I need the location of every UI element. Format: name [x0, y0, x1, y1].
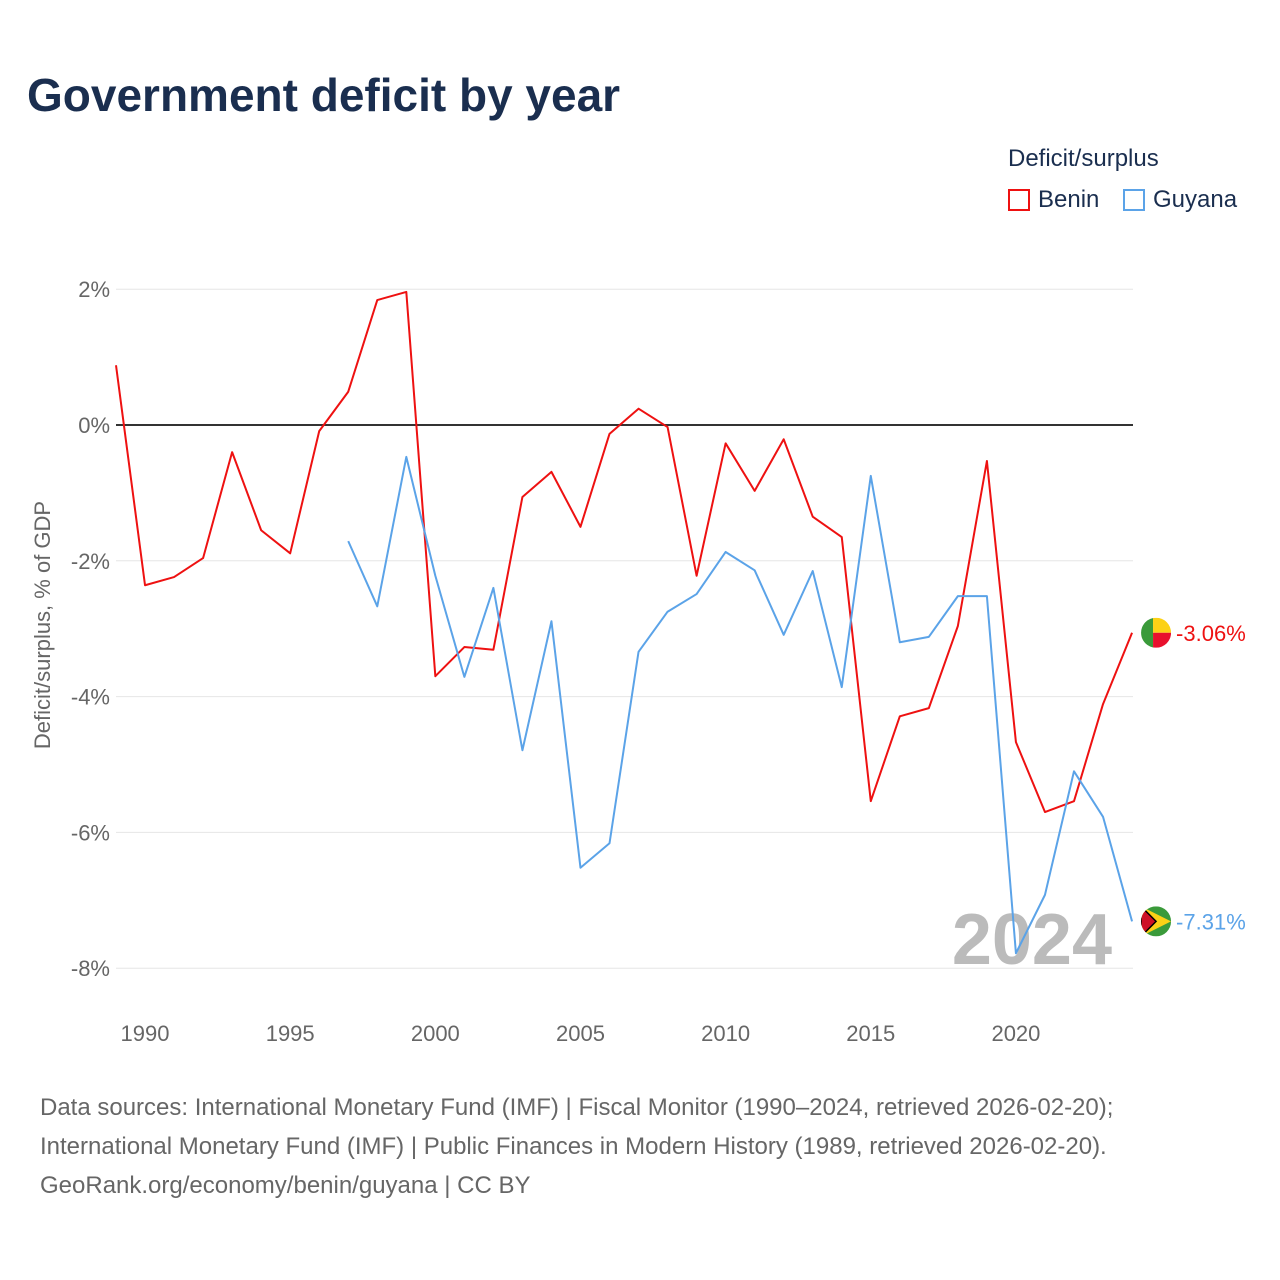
source-line: Data sources: International Monetary Fun…	[40, 1094, 1114, 1121]
x-tick-label: 1990	[121, 1021, 170, 1046]
x-tick-label: 2000	[411, 1021, 460, 1046]
x-tick-label: 2020	[991, 1021, 1040, 1046]
legend-label: Benin	[1038, 186, 1100, 213]
flag-yellow	[1153, 617, 1172, 633]
y-tick-label: -8%	[71, 956, 110, 981]
x-tick-label: 2015	[846, 1021, 895, 1046]
legend-title: Deficit/surplus	[1008, 145, 1159, 172]
sources-note: Data sources: International Monetary Fun…	[40, 1088, 1113, 1205]
flag-green	[1141, 617, 1154, 648]
flag-body	[1141, 617, 1172, 648]
benin-flag-icon	[1141, 617, 1172, 648]
y-tick-label: -4%	[71, 685, 110, 710]
y-axis-label: Deficit/surplus, % of GDP	[30, 501, 55, 749]
series-line-benin	[115, 290, 1133, 814]
legend-label: Guyana	[1153, 186, 1238, 213]
year-watermark: 2024	[952, 900, 1112, 980]
legend-item-benin[interactable]: Benin	[1008, 186, 1099, 214]
source-line[interactable]: GeoRank.org/economy/benin/guyana | CC BY	[40, 1172, 531, 1199]
chart-title: Government deficit by year	[27, 69, 621, 121]
flag-red	[1153, 632, 1172, 648]
y-tick-label: -6%	[71, 820, 110, 845]
legend-item-guyana[interactable]: Guyana	[1123, 186, 1237, 214]
x-tick-label: 2010	[701, 1021, 750, 1046]
x-tick-label: 2005	[556, 1021, 605, 1046]
y-tick-label: 0%	[78, 413, 110, 438]
flag-body	[1141, 906, 1172, 937]
end-value-label: -3.06%	[1176, 621, 1246, 646]
y-tick-label: 2%	[78, 277, 110, 302]
y-tick-label: -2%	[71, 549, 110, 574]
legend-swatch	[1008, 189, 1030, 211]
flag-red	[1141, 906, 1158, 937]
end-value-label: -7.31%	[1176, 909, 1246, 934]
source-line: International Monetary Fund (IMF) | Publ…	[40, 1133, 1107, 1160]
legend-swatch	[1123, 189, 1145, 211]
x-tick-label: 1995	[266, 1021, 315, 1046]
guyana-flag-icon	[1141, 906, 1172, 937]
series-line-guyana	[347, 455, 1134, 955]
